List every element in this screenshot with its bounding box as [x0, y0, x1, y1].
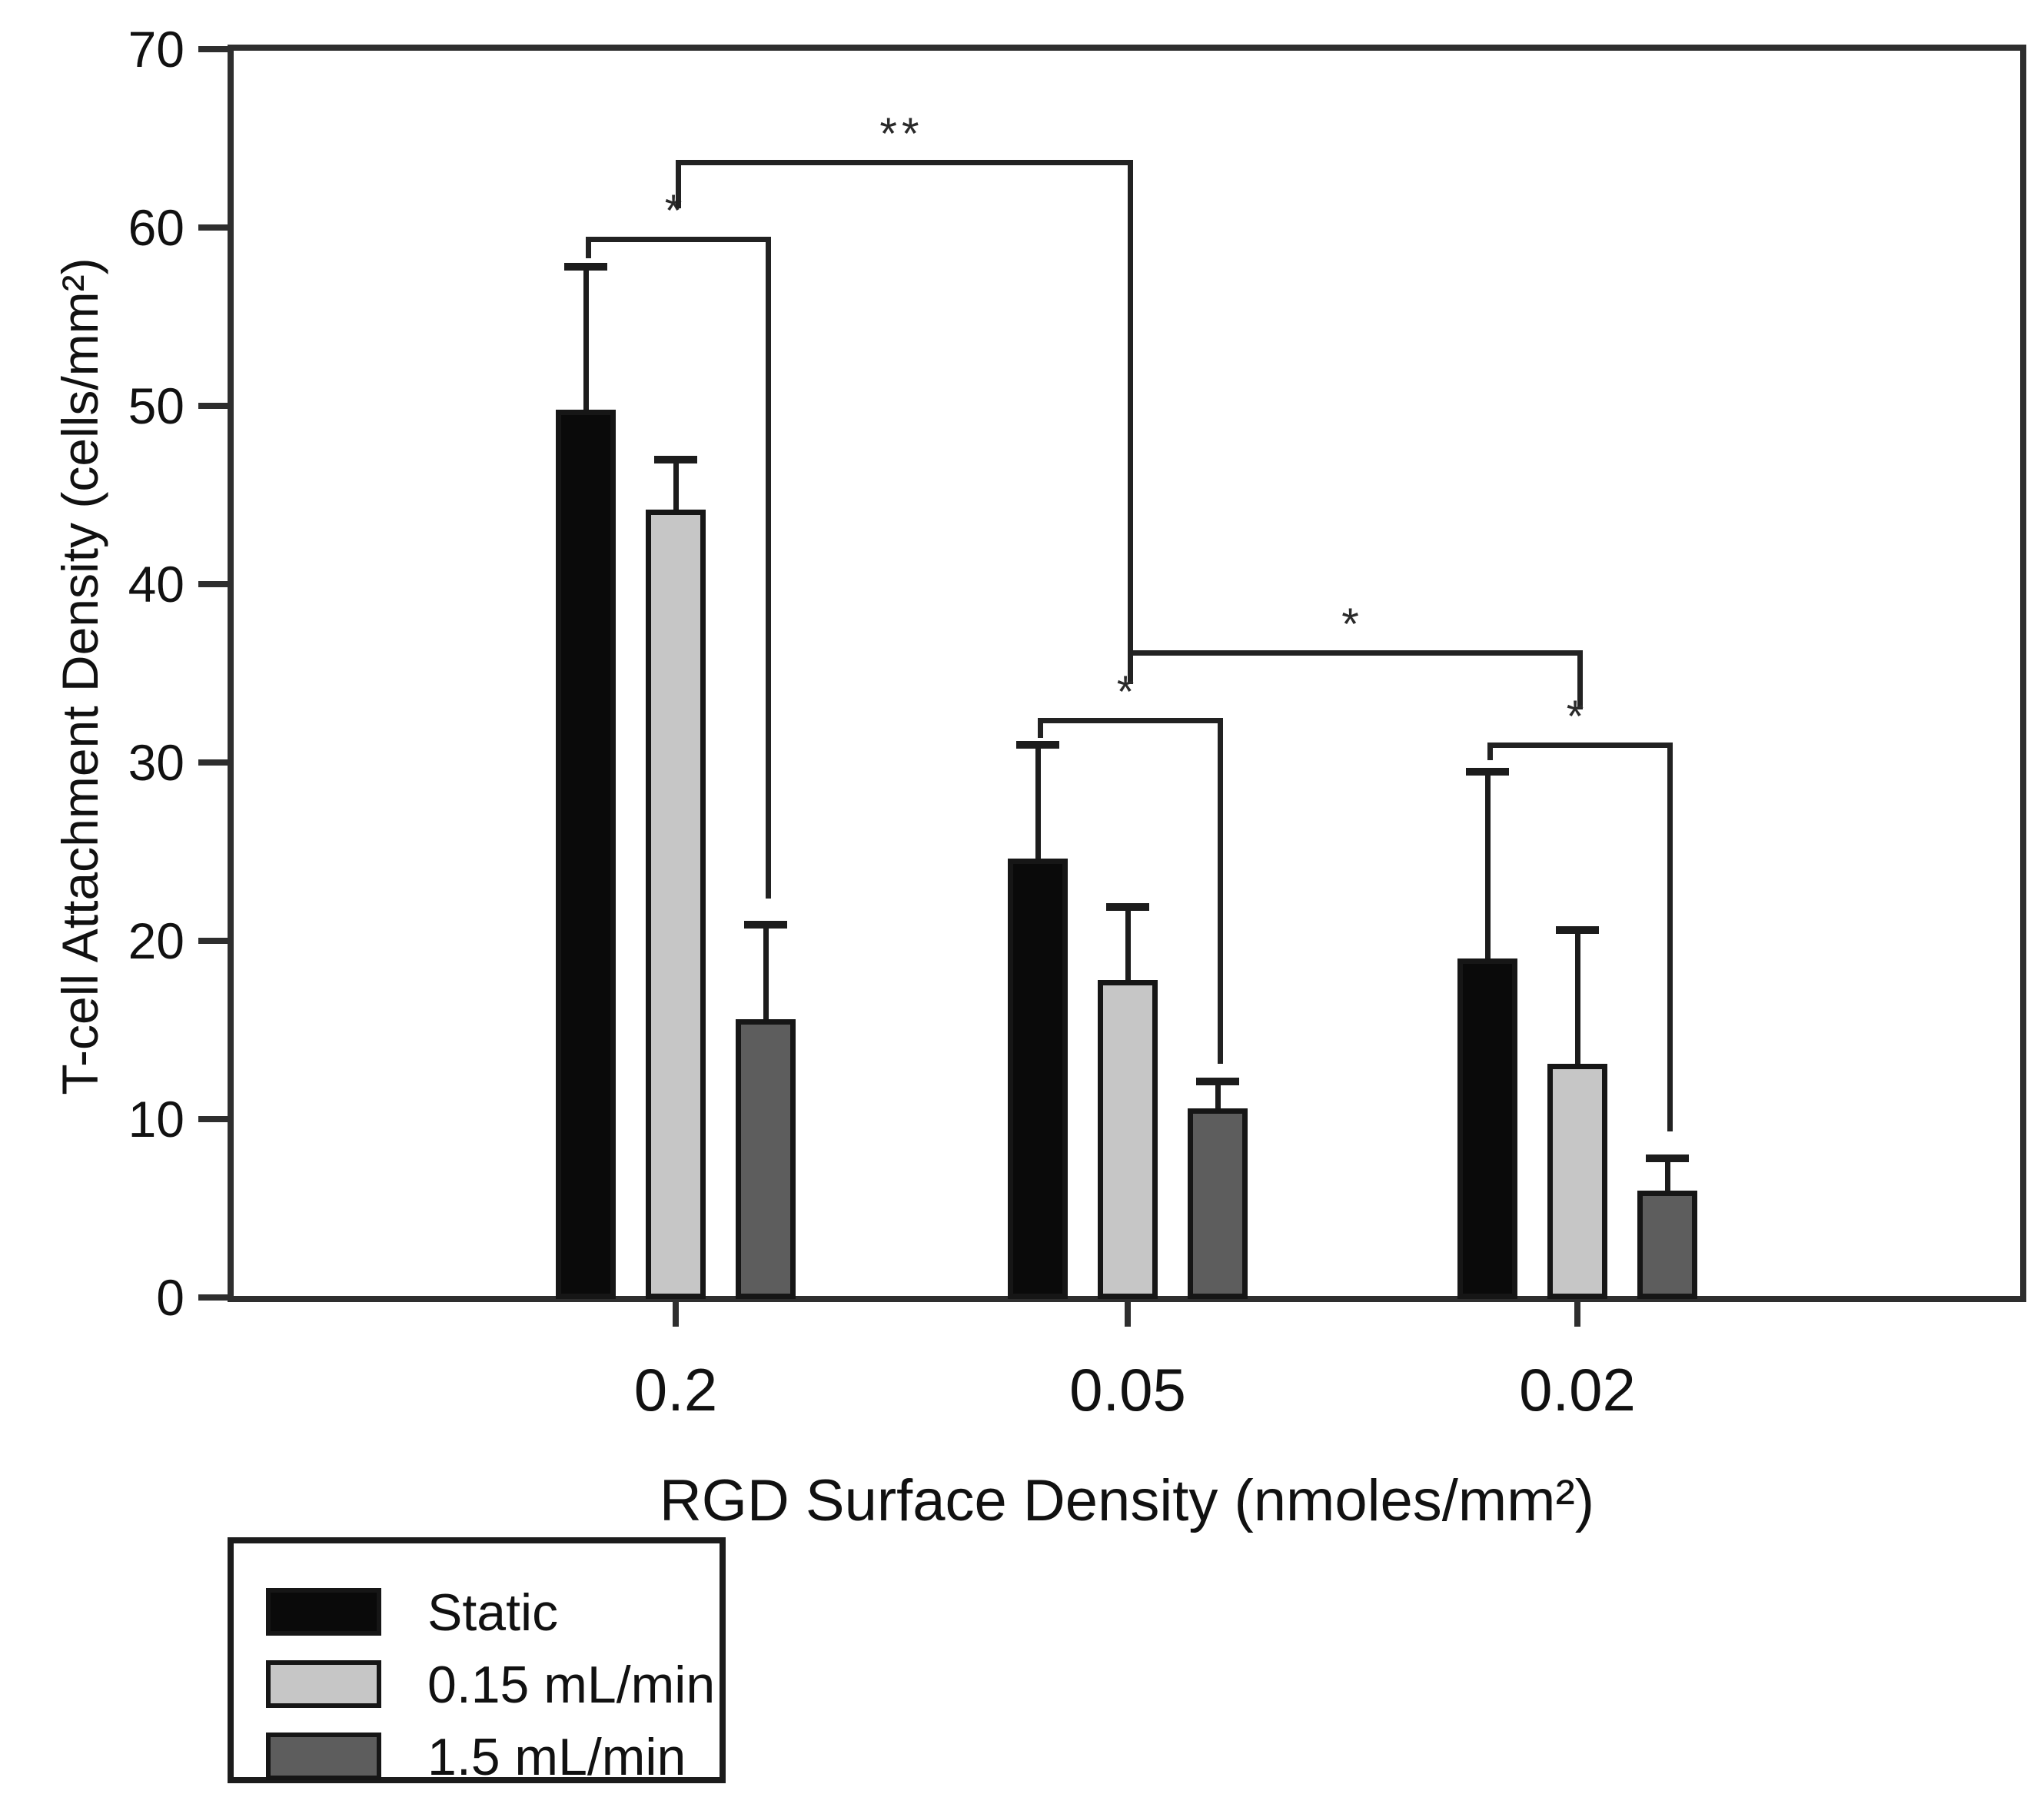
error-bar-line-1.5-ml-min-0.2 [763, 925, 769, 1019]
error-bar-line-static-0.02 [1485, 772, 1491, 958]
error-bar-cap-1.5-ml-min-0.05 [1196, 1078, 1239, 1085]
sig-bracket-bar [676, 160, 1133, 165]
legend-label-0.15-ml-min: 0.15 mL/min [427, 1656, 716, 1714]
y-tick-label: 70 [128, 21, 184, 78]
bar-0.15-ml-min-0.05 [1098, 980, 1158, 1299]
error-bar-cap-static-0.2 [564, 263, 607, 271]
sig-bracket-right-drop [1128, 160, 1133, 683]
y-axis-tick [198, 224, 232, 231]
bar-static-0.02 [1457, 958, 1517, 1299]
x-axis-title: RGD Surface Density (nmoles/mm²) [659, 1468, 1595, 1533]
sig-label: ** [879, 109, 924, 159]
sig-bracket-right-drop [1218, 718, 1223, 1064]
error-bar-line-1.5-ml-min-0.05 [1215, 1081, 1221, 1108]
bar-1.5-ml-min-0.02 [1637, 1191, 1697, 1299]
sig-label: * [1116, 667, 1139, 717]
bar-1.5-ml-min-0.05 [1188, 1108, 1248, 1299]
sig-bracket-bar [586, 237, 771, 242]
legend-swatch-1.5-ml-min [266, 1733, 381, 1780]
legend-swatch-0.15-ml-min [266, 1660, 381, 1708]
error-bar-line-static-0.2 [583, 267, 589, 410]
error-bar-cap-static-0.05 [1016, 741, 1059, 749]
sig-label: * [1341, 600, 1364, 649]
y-tick-label: 60 [128, 199, 184, 256]
legend-label-1.5-ml-min: 1.5 mL/min [427, 1728, 686, 1786]
legend: Static 0.15 mL/min 1.5 mL/min [228, 1537, 726, 1783]
error-bar-line-1.5-ml-min-0.02 [1665, 1158, 1670, 1191]
y-tick-label: 10 [128, 1091, 184, 1148]
error-bar-cap-0.15-ml-min-0.2 [654, 456, 697, 463]
sig-bracket-right-drop [1577, 650, 1583, 709]
error-bar-cap-static-0.02 [1466, 768, 1509, 776]
y-axis-title: T-cell Attachment Density (cells/mm²) [52, 257, 108, 1095]
bar-0.15-ml-min-0.02 [1547, 1064, 1607, 1299]
sig-bracket-left-drop [586, 237, 591, 258]
y-axis-tick [198, 759, 232, 766]
y-tick-label: 40 [128, 556, 184, 613]
y-axis-tick [198, 1294, 232, 1301]
y-axis-tick [198, 1116, 232, 1122]
legend-label-static: Static [427, 1583, 559, 1642]
sig-bracket-left-drop [1487, 743, 1493, 760]
sig-bracket-bar [1038, 718, 1223, 723]
y-tick-label: 50 [128, 377, 184, 434]
bar-1.5-ml-min-0.2 [736, 1019, 796, 1299]
y-axis-tick [198, 46, 232, 52]
error-bar-line-0.15-ml-min-0.05 [1125, 907, 1131, 980]
y-axis-tick [198, 581, 232, 587]
bar-static-0.2 [556, 410, 616, 1299]
sig-bracket-right-drop [1667, 743, 1673, 1131]
y-axis-tick [198, 403, 232, 409]
error-bar-cap-0.15-ml-min-0.05 [1106, 903, 1149, 911]
x-tick-label: 0.05 [1069, 1356, 1186, 1424]
y-tick-label: 0 [156, 1269, 184, 1326]
sig-bracket-right-drop [766, 237, 771, 899]
error-bar-line-0.15-ml-min-0.2 [673, 460, 679, 510]
x-tick-label: 0.02 [1519, 1356, 1636, 1424]
error-bar-line-0.15-ml-min-0.02 [1575, 930, 1580, 1064]
x-axis-tick [1125, 1302, 1131, 1327]
y-axis-tick [198, 938, 232, 944]
x-tick-label: 0.2 [633, 1356, 718, 1424]
sig-bracket-left-drop [676, 160, 681, 208]
sig-bracket-bar [1128, 650, 1583, 656]
x-axis-tick [1574, 1302, 1580, 1327]
sig-bracket-bar [1487, 743, 1673, 748]
sig-bracket-left-drop [1128, 650, 1133, 684]
y-tick-label: 30 [128, 734, 184, 791]
legend-swatch-static [266, 1588, 381, 1636]
x-axis-tick [673, 1302, 679, 1327]
sig-label: * [1566, 692, 1589, 742]
error-bar-cap-1.5-ml-min-0.02 [1646, 1154, 1689, 1162]
bar-static-0.05 [1008, 859, 1068, 1299]
error-bar-line-static-0.05 [1035, 745, 1041, 859]
bar-0.15-ml-min-0.2 [646, 510, 706, 1299]
error-bar-cap-0.15-ml-min-0.02 [1556, 926, 1599, 934]
sig-bracket-left-drop [1038, 718, 1043, 738]
error-bar-cap-1.5-ml-min-0.2 [744, 921, 787, 929]
y-tick-label: 20 [128, 912, 184, 969]
